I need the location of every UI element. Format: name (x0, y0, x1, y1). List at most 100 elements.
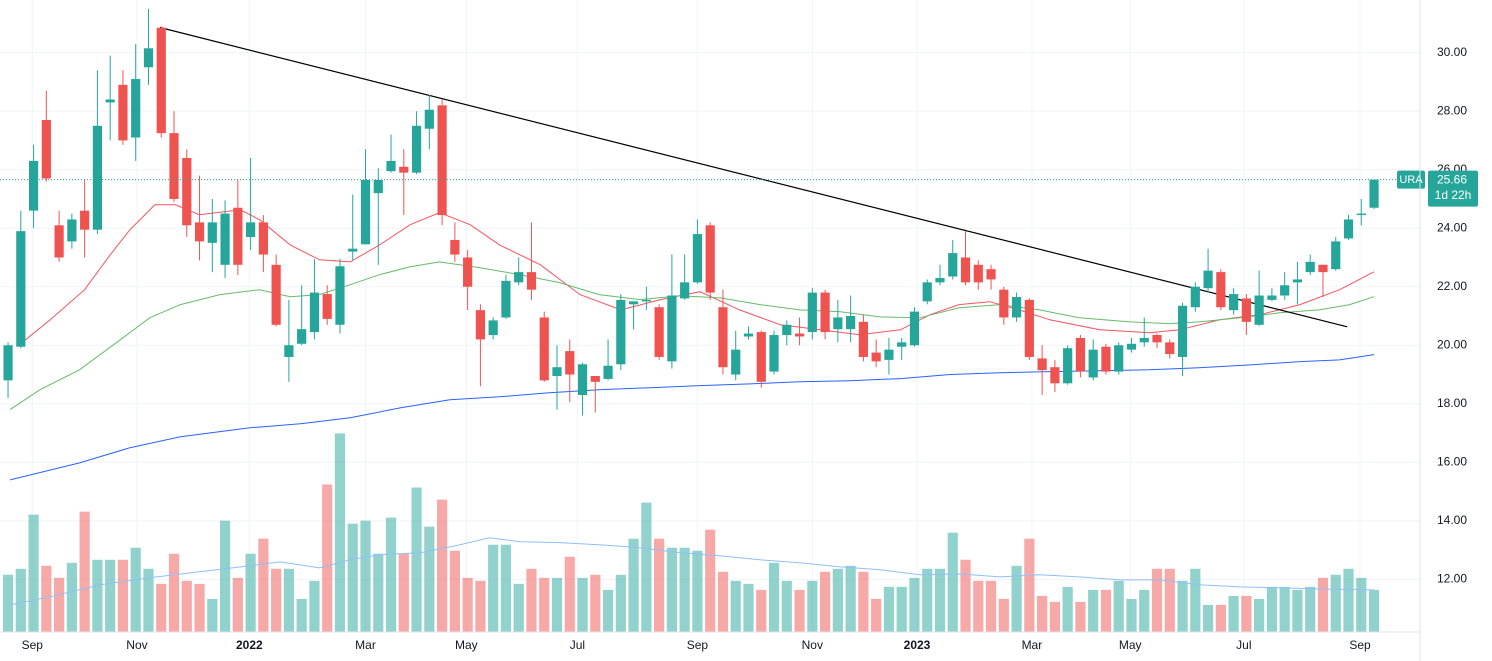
volume-bar (922, 568, 933, 632)
candle-body (539, 317, 549, 381)
volume-bar (411, 487, 422, 632)
x-tick-label: 2023 (904, 638, 931, 652)
candle-body (884, 349, 894, 360)
candle-body (718, 307, 728, 368)
x-tick-label: Mar (1022, 638, 1043, 652)
candle-body (169, 133, 179, 199)
volume-bar (1292, 589, 1303, 632)
candle-body (463, 257, 473, 287)
volume-bar (756, 589, 767, 632)
candle-body (105, 99, 115, 103)
candle-body (488, 320, 498, 336)
candle-body (603, 365, 613, 379)
candle-body (182, 158, 192, 226)
volume-bar (743, 583, 754, 632)
volume-bar (475, 580, 486, 632)
volume-bar (1177, 580, 1188, 632)
volume-bar (845, 565, 856, 632)
volume-bar (564, 556, 575, 632)
volume-bar (539, 577, 550, 632)
volume-bar (1151, 568, 1163, 632)
x-tick-label: Mar (355, 638, 376, 652)
candle-body (948, 253, 958, 277)
candle-body (373, 179, 383, 194)
candle-body (654, 307, 664, 357)
volume-bar (322, 484, 333, 632)
candle-body (131, 79, 141, 138)
volume-bar (577, 577, 588, 632)
volume-bar (105, 559, 116, 632)
candle-body (1011, 296, 1022, 318)
candle-body (973, 264, 983, 283)
volume-bar (615, 574, 626, 632)
candle-body (156, 27, 166, 134)
candle-body (871, 352, 881, 362)
x-tick-label: May (1119, 638, 1142, 652)
volume-bar (934, 568, 946, 632)
candle-body (1254, 295, 1264, 325)
volume-bar (1266, 586, 1278, 632)
candle-body (616, 299, 626, 365)
volume-bar (1330, 574, 1341, 632)
candle-body (1126, 343, 1137, 350)
candle-body (1216, 272, 1226, 308)
volume-bar (590, 574, 601, 632)
volume-bar (654, 538, 665, 632)
volume-bar (258, 538, 269, 632)
candle-body (92, 125, 103, 230)
volume-bar (1088, 589, 1099, 632)
volume-bar (1228, 595, 1239, 632)
candle-body (935, 277, 945, 283)
volume-bar (385, 517, 397, 632)
volume-bar (1190, 568, 1201, 632)
volume-bar (794, 589, 805, 632)
candle-body (1229, 294, 1239, 311)
volume-layer (2, 433, 1380, 632)
volume-bar (1202, 604, 1214, 632)
candle-body (1024, 299, 1034, 357)
volume-bar (679, 547, 690, 632)
candle-body (1203, 270, 1213, 289)
volume-bar (705, 529, 716, 632)
y-tick-label: 24.00 (1437, 220, 1467, 234)
volume-bar (666, 547, 677, 632)
candle-body (67, 219, 77, 242)
candle-body (858, 321, 868, 357)
x-tick-label: Sep (22, 638, 44, 652)
x-tick-label: Sep (1349, 638, 1371, 652)
candle-body (411, 125, 422, 173)
candle-body (1037, 358, 1047, 371)
candle-body (437, 105, 447, 216)
volume-bar (219, 520, 231, 632)
candle-body (590, 375, 600, 382)
x-tick-label: 2022 (236, 638, 263, 652)
candle-body (820, 292, 830, 333)
candle-body (246, 222, 256, 237)
candle-body (986, 269, 996, 280)
volume-bar (973, 580, 984, 632)
volume-bar (449, 550, 460, 632)
volume-bar (781, 580, 792, 632)
volume-bar (1037, 595, 1048, 632)
volume-ma-line (10, 537, 1375, 606)
volume-bar (1100, 589, 1112, 632)
candle-body (322, 294, 332, 319)
y-tick-label: 16.00 (1437, 454, 1467, 468)
volume-bar (1024, 538, 1035, 632)
candle-body (692, 234, 703, 283)
candle-body (1331, 241, 1341, 270)
volume-bar (1139, 589, 1150, 632)
symbol-tag (1397, 170, 1425, 189)
volume-bar (1254, 598, 1265, 632)
volume-bar (309, 580, 320, 632)
volume-bar (79, 511, 90, 632)
y-tick-label: 30.00 (1437, 45, 1467, 59)
axis-layer: 12.0014.0016.0018.0020.0022.0024.0026.00… (22, 45, 1478, 652)
volume-bar (207, 598, 218, 632)
y-tick-label: 12.00 (1437, 572, 1467, 586)
candle-body (16, 231, 26, 347)
volume-bar (1075, 601, 1086, 632)
last-price-label: 25.66 (1437, 172, 1467, 186)
y-tick-label: 20.00 (1437, 337, 1467, 351)
